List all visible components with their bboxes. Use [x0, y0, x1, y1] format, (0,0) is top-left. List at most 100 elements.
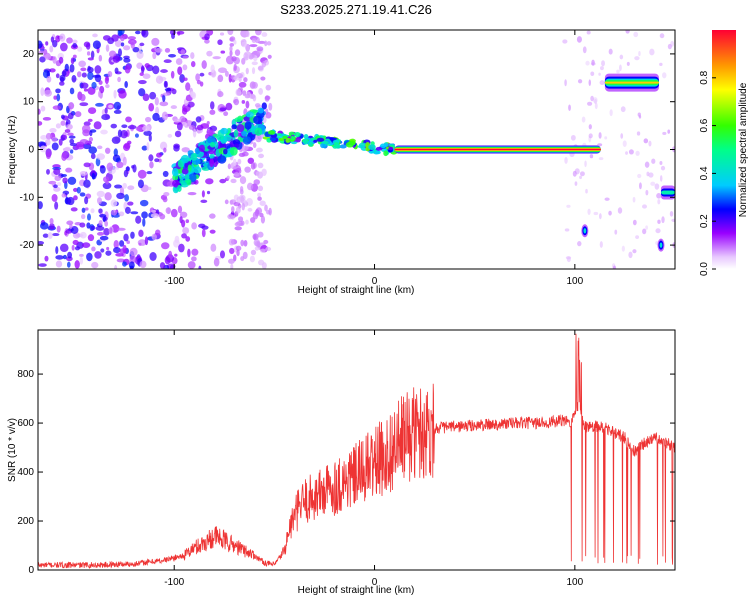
snr-xlabel: Height of straight line (km) [298, 585, 415, 596]
noise-blob [71, 74, 77, 83]
noise-blob [66, 196, 75, 206]
track-blob [313, 139, 318, 143]
noise-blob [212, 56, 221, 60]
noise-blob [65, 167, 73, 173]
noise-blob [44, 89, 52, 97]
noise-blob [45, 151, 51, 160]
noise-blob [96, 231, 105, 236]
noise-blob [228, 73, 232, 83]
noise-blob [236, 249, 240, 257]
noise-blob [257, 40, 266, 44]
noise-blob [196, 124, 204, 131]
noise-blob [261, 32, 268, 37]
noise-blob [140, 66, 145, 71]
x-tick-label: -100 [164, 276, 184, 287]
spot-feature [583, 228, 587, 234]
noise-blob [38, 263, 47, 267]
noise-blob [159, 101, 169, 107]
noise-blob [229, 45, 233, 52]
noise-blob [42, 233, 49, 238]
noise-blob [120, 129, 128, 139]
noise-blob [254, 103, 261, 108]
colorbar-tick-label: 0.4 [699, 166, 710, 180]
noise-blob [645, 225, 648, 230]
noise-blob [174, 130, 182, 138]
track-blob [236, 124, 245, 133]
noise-blob [239, 176, 247, 185]
noise-blob [206, 190, 211, 195]
noise-blob [643, 138, 649, 144]
noise-blob [96, 153, 105, 160]
track-blob [207, 150, 215, 155]
noise-blob [127, 185, 135, 191]
noise-blob [220, 50, 226, 54]
noise-blob [123, 169, 129, 178]
noise-blob [223, 111, 229, 117]
noise-blob [637, 173, 642, 179]
noise-blob [87, 66, 94, 73]
noise-blob [62, 177, 68, 184]
noise-blob [584, 160, 587, 168]
noise-blob [649, 48, 655, 56]
noise-blob [130, 40, 136, 49]
noise-blob [104, 147, 111, 154]
noise-blob [586, 30, 591, 35]
noise-blob [609, 109, 613, 117]
noise-blob [55, 73, 60, 79]
noise-blob [53, 95, 57, 100]
track-blob [184, 174, 190, 181]
noise-blob [40, 105, 46, 112]
spectrogram-y-axis: -20 -10 0 10 20 [20, 49, 675, 251]
noise-blob [590, 95, 594, 102]
noise-blob [176, 122, 183, 131]
noise-blob [165, 207, 172, 215]
noise-blob [148, 102, 155, 112]
noise-blob [161, 111, 169, 121]
y-tick-label: 0 [28, 145, 34, 156]
noise-blob [64, 146, 71, 152]
noise-blob [659, 33, 665, 39]
noise-blob [83, 88, 89, 92]
noise-blob [588, 124, 592, 130]
noise-blob [237, 158, 242, 165]
noise-blob [597, 143, 603, 147]
noise-blob [108, 104, 113, 109]
noise-blob [59, 33, 66, 42]
noise-blob [127, 201, 134, 206]
noise-blob [82, 129, 91, 137]
noise-blob [253, 179, 261, 185]
noise-blob [635, 150, 640, 156]
noise-blob [230, 178, 237, 184]
noise-blob [260, 215, 266, 224]
noise-blob [620, 106, 626, 113]
noise-blob [651, 158, 656, 164]
noise-blob [97, 197, 102, 205]
noise-blob [638, 51, 641, 57]
noise-blob [267, 54, 272, 59]
noise-blob [233, 39, 237, 45]
noise-blob [46, 168, 50, 175]
noise-blob [67, 251, 73, 259]
noise-blob [234, 49, 241, 57]
noise-blob [219, 32, 225, 36]
noise-blob [137, 169, 147, 179]
noise-blob [70, 207, 78, 212]
noise-blob [51, 136, 58, 142]
noise-blob [261, 60, 267, 68]
noise-blob [129, 247, 138, 257]
noise-blob [252, 142, 257, 149]
y-tick-label: 10 [23, 97, 35, 108]
noise-blob [264, 204, 268, 212]
noise-blob [619, 64, 622, 72]
noise-blob [213, 257, 220, 267]
track-blob [339, 144, 347, 149]
colorbar-label: Normalized spectral amplitude [738, 82, 749, 217]
noise-blob [244, 93, 251, 99]
noise-blob [104, 220, 109, 227]
track-blob [232, 139, 241, 146]
track-blob [329, 137, 334, 141]
noise-blob [191, 248, 199, 256]
noise-blob [257, 196, 262, 201]
noise-blob [229, 42, 235, 47]
